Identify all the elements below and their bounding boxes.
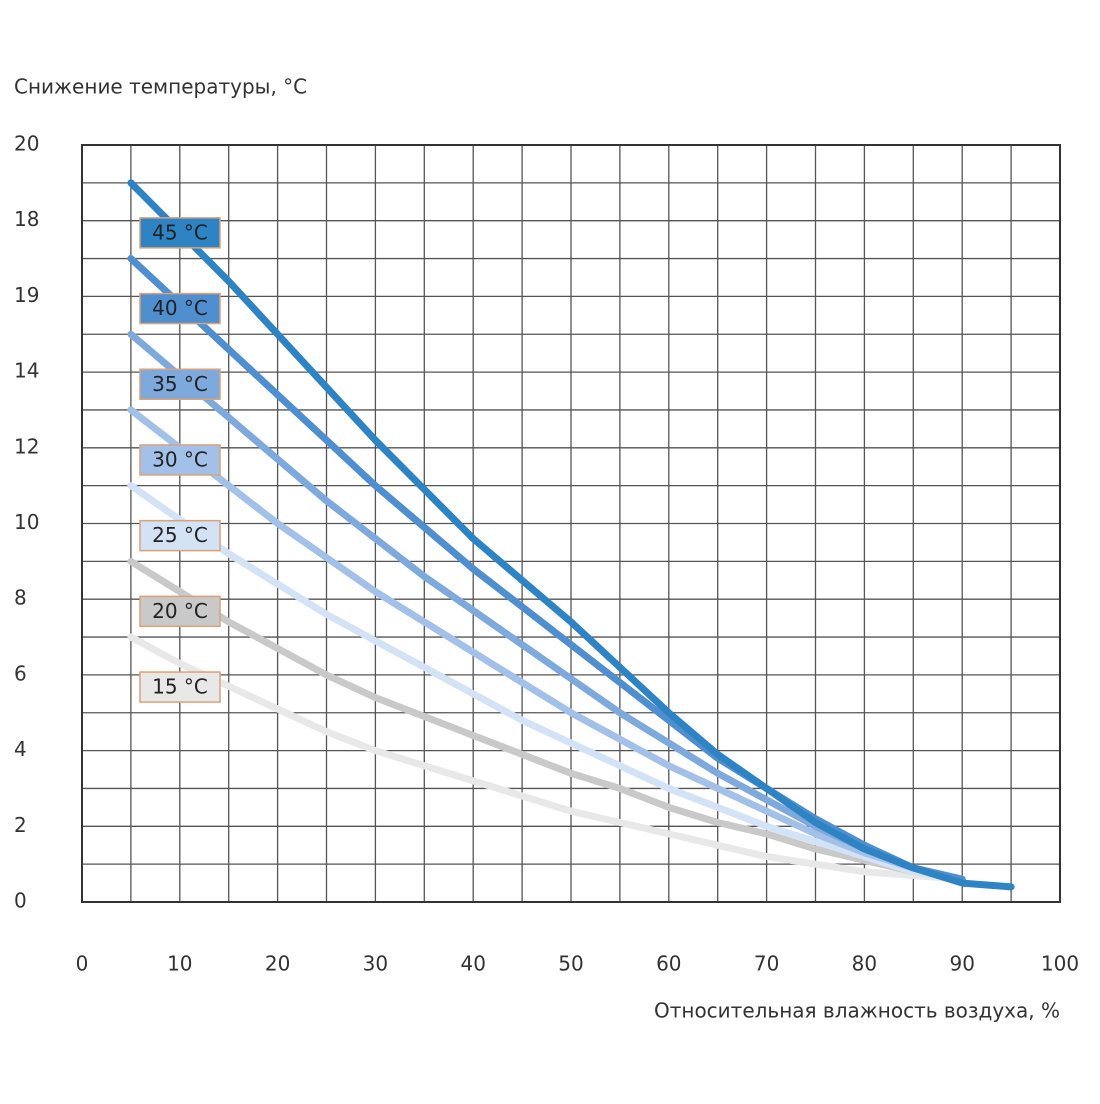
x-tick-label: 80 bbox=[852, 952, 877, 976]
series-line bbox=[127, 557, 966, 883]
x-tick-label: 0 bbox=[76, 952, 89, 976]
y-tick-label: 2 bbox=[14, 813, 27, 837]
y-tick-label: 6 bbox=[14, 661, 27, 685]
x-tick-label: 50 bbox=[558, 952, 583, 976]
legend-label: 40 °C bbox=[152, 296, 208, 320]
y-tick-label: 18 bbox=[14, 207, 39, 231]
x-tick-label: 40 bbox=[460, 952, 485, 976]
x-tick-label: 30 bbox=[363, 952, 388, 976]
y-tick-label: 14 bbox=[14, 359, 39, 383]
legend-label: 20 °C bbox=[152, 599, 208, 623]
series-line bbox=[127, 406, 966, 883]
y-tick-label: 12 bbox=[14, 434, 39, 458]
legend-box bbox=[139, 671, 221, 703]
x-tick-label: 70 bbox=[754, 952, 779, 976]
legend-label: 15 °C bbox=[152, 675, 208, 699]
x-tick-label: 60 bbox=[656, 952, 681, 976]
legend-label: 45 °C bbox=[152, 220, 208, 244]
legend-box bbox=[139, 519, 221, 552]
series-line bbox=[127, 179, 1015, 891]
x-tick-label: 10 bbox=[167, 952, 192, 976]
y-tick-label: 10 bbox=[14, 510, 39, 534]
y-tick-label: 8 bbox=[14, 586, 27, 610]
x-tick-label: 100 bbox=[1041, 952, 1079, 976]
series-line bbox=[127, 330, 966, 883]
y-tick-label: 0 bbox=[14, 889, 27, 913]
x-tick-label: 90 bbox=[949, 952, 974, 976]
y-axis-title: Снижение температуры, °C bbox=[14, 75, 307, 99]
x-tick-label: 20 bbox=[265, 952, 290, 976]
legend-box bbox=[139, 217, 221, 249]
y-tick-label: 4 bbox=[14, 737, 27, 761]
plot-frame bbox=[81, 144, 1061, 903]
y-tick-label: 20 bbox=[14, 132, 39, 156]
legend-box bbox=[139, 292, 221, 325]
legend-box bbox=[139, 444, 221, 476]
legend-box bbox=[139, 368, 221, 400]
legend-label: 35 °C bbox=[152, 372, 208, 396]
y-tick-label: 19 bbox=[14, 283, 39, 307]
legend-label: 25 °C bbox=[152, 523, 208, 547]
legend-label: 30 °C bbox=[152, 447, 208, 471]
x-axis-title: Относительная влажность воздуха, % bbox=[654, 999, 1060, 1023]
series-line bbox=[127, 482, 966, 883]
series-line bbox=[127, 633, 966, 883]
legend-box bbox=[139, 595, 221, 628]
